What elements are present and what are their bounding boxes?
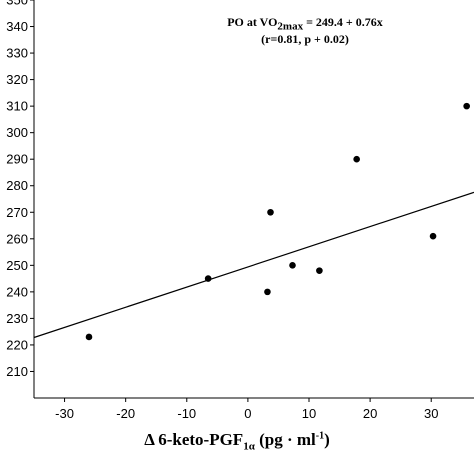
x-tick-label: -20 (116, 406, 135, 421)
data-point (316, 267, 323, 274)
data-point (463, 102, 470, 110)
y-tick-label: 350 (6, 0, 28, 8)
data-points (85, 102, 470, 341)
y-tick-label: 260 (6, 231, 28, 246)
y-tick-label: 270 (6, 205, 28, 220)
data-point (264, 288, 271, 296)
y-tick-label: 340 (6, 19, 28, 34)
regression-line (33, 191, 474, 339)
data-point (267, 208, 274, 216)
x-tick-label: 10 (302, 406, 316, 421)
y-tick-label: 230 (6, 311, 28, 326)
data-point (289, 262, 296, 269)
x-tick-label: 0 (244, 406, 251, 421)
chart-axes (33, 0, 474, 399)
x-tick-label: -30 (55, 406, 74, 421)
x-tick-label: 20 (363, 406, 377, 421)
y-tick-label: 290 (6, 152, 28, 167)
y-tick-label: 210 (6, 364, 28, 379)
x-axis-ticks: -30 -20 -10 0 10 20 30 (55, 398, 438, 421)
y-tick-label: 220 (6, 337, 28, 352)
x-tick-label: 30 (424, 406, 438, 421)
data-point (429, 232, 437, 240)
y-tick-label: 250 (6, 258, 28, 273)
regression-line-group (33, 191, 474, 339)
data-point (204, 275, 212, 282)
y-tick-label: 240 (6, 284, 28, 299)
y-axis-ticks: 210 220 230 240 250 260 270 280 290 300 310 320 330 3… (6, 0, 34, 379)
y-tick-label: 310 (6, 99, 28, 114)
x-tick-label: -10 (177, 406, 196, 421)
y-tick-label: 280 (6, 178, 28, 193)
y-tick-label: 300 (6, 125, 28, 140)
equation-line-1: PO at VO2max = 249.4 + 0.76x (227, 15, 383, 33)
y-tick-label: 320 (6, 72, 28, 87)
equation-line-2: (r=0.81, p + 0.02) (261, 32, 349, 46)
x-axis-label: Δ 6-keto-PGF1α (pg · ml-1) (144, 430, 330, 453)
data-point (353, 155, 360, 163)
y-tick-label: 330 (6, 46, 28, 61)
data-point (85, 333, 93, 341)
